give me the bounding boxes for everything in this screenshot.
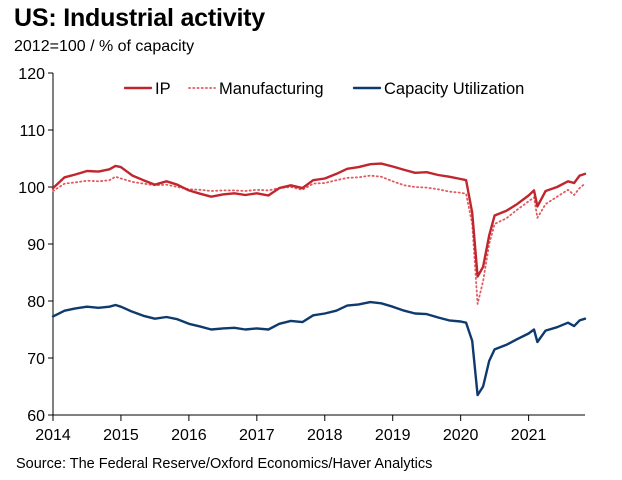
x-tick-label: 2015 xyxy=(103,427,139,444)
x-tick-label: 2016 xyxy=(171,427,207,444)
x-tick-label: 2018 xyxy=(307,427,343,444)
chart-axes: 60 70 80 90 100 110 120 2014 2015 2016 2017 2018 201… xyxy=(18,66,585,444)
source-note: Source: The Federal Reserve/Oxford Econo… xyxy=(16,456,433,472)
legend-label: Capacity Utilization xyxy=(384,80,524,98)
x-tick-label: 2019 xyxy=(375,427,411,444)
series-layer xyxy=(51,162,587,397)
y-tick-label: 70 xyxy=(27,351,45,368)
x-tick-label: 2021 xyxy=(511,427,547,444)
chart-subtitle: 2012=100 / % of capacity xyxy=(14,38,195,55)
chart-title: US: Industrial activity xyxy=(14,4,266,32)
x-tick-label: 2014 xyxy=(35,427,71,444)
y-tick-label: 80 xyxy=(27,294,45,311)
legend-label: IP xyxy=(155,80,171,98)
y-tick-label: 90 xyxy=(27,237,45,254)
y-tick-label: 100 xyxy=(18,180,45,197)
series-line-ip xyxy=(51,162,587,278)
series-line-manufacturing xyxy=(52,174,586,305)
x-tick-label: 2017 xyxy=(239,427,275,444)
chart-legend: IP Manufacturing Capacity Utilization xyxy=(123,80,524,98)
y-tick-label: 120 xyxy=(18,66,45,83)
y-tick-label: 110 xyxy=(19,123,45,140)
series-line-capacity-utilization xyxy=(51,300,587,397)
legend-label: Manufacturing xyxy=(219,80,324,98)
x-tick-label: 2020 xyxy=(443,427,479,444)
y-tick-label: 60 xyxy=(27,408,45,425)
